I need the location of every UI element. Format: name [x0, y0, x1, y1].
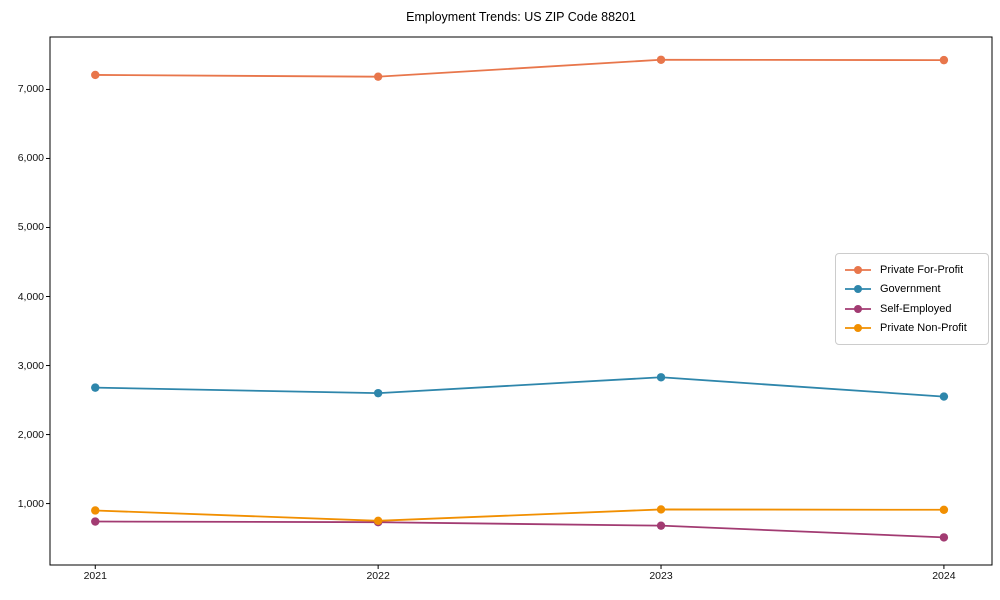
legend-marker-dot [854, 265, 862, 274]
series-point-government-2023 [656, 373, 666, 382]
legend: Private For-Profit Government Self-Emplo… [835, 253, 989, 345]
series-point-self-employed-2021 [91, 517, 100, 526]
series-point-private-for-profit-2024 [939, 55, 949, 65]
series-line-self-employed [95, 520, 944, 539]
series-point-self-employed-2024 [939, 533, 949, 542]
y-axis-tick-label: 2,000 [17, 428, 44, 441]
series-point-government-2024 [939, 392, 949, 401]
legend-label: Government [880, 283, 941, 296]
legend-marker-line-dot-icon [845, 304, 871, 313]
legend-item-private-non-profit: Private Non-Profit [844, 319, 980, 339]
series-line-government [95, 376, 944, 398]
legend-marker-line-dot-icon [845, 265, 871, 274]
series-line-private-for-profit [95, 58, 944, 78]
series-point-government-2022 [373, 388, 383, 398]
legend-label: Self-Employed [880, 302, 952, 315]
series-point-government-2021 [91, 383, 100, 392]
y-axis-tick-label: 4,000 [17, 290, 44, 303]
series-point-private-non-profit-2023 [656, 505, 666, 514]
legend-marker-line-dot-icon [845, 285, 871, 294]
x-axis-tick-label: 2022 [366, 570, 390, 582]
y-axis-tick-label: 3,000 [17, 359, 44, 372]
series-point-private-for-profit-2022 [373, 72, 383, 81]
legend-label: Private Non-Profit [880, 322, 967, 335]
series-point-self-employed-2023 [656, 521, 666, 530]
plot-border [49, 36, 993, 566]
legend-marker-dot [854, 285, 862, 294]
chart-title: Employment Trends: US ZIP Code 88201 [406, 10, 636, 24]
x-axis-tick-label: 2024 [932, 570, 956, 582]
y-axis-tick-label: 1,000 [17, 497, 44, 510]
y-axis-tick-label: 6,000 [17, 152, 44, 165]
y-axis-tick-label: 5,000 [17, 221, 44, 234]
y-axis-tick-label: 7,000 [17, 83, 44, 96]
series-point-private-non-profit-2021 [91, 506, 100, 515]
series-point-private-for-profit-2023 [656, 55, 666, 64]
legend-marker-dot [854, 324, 862, 333]
series-point-private-for-profit-2021 [91, 70, 100, 80]
x-axis-tick-label: 2021 [83, 570, 107, 582]
legend-item-private-for-profit: Private For-Profit [844, 260, 980, 280]
legend-item-government: Government [844, 280, 980, 300]
legend-marker-dot [854, 304, 862, 313]
series-point-private-non-profit-2024 [939, 505, 949, 514]
series-point-private-non-profit-2022 [373, 516, 383, 526]
legend-item-self-employed: Self-Employed [844, 299, 980, 319]
series-line-private-non-profit [95, 508, 944, 522]
legend-label: Private For-Profit [880, 263, 964, 276]
legend-marker-line-dot-icon [845, 324, 871, 333]
x-axis-tick-label: 2023 [649, 570, 673, 582]
